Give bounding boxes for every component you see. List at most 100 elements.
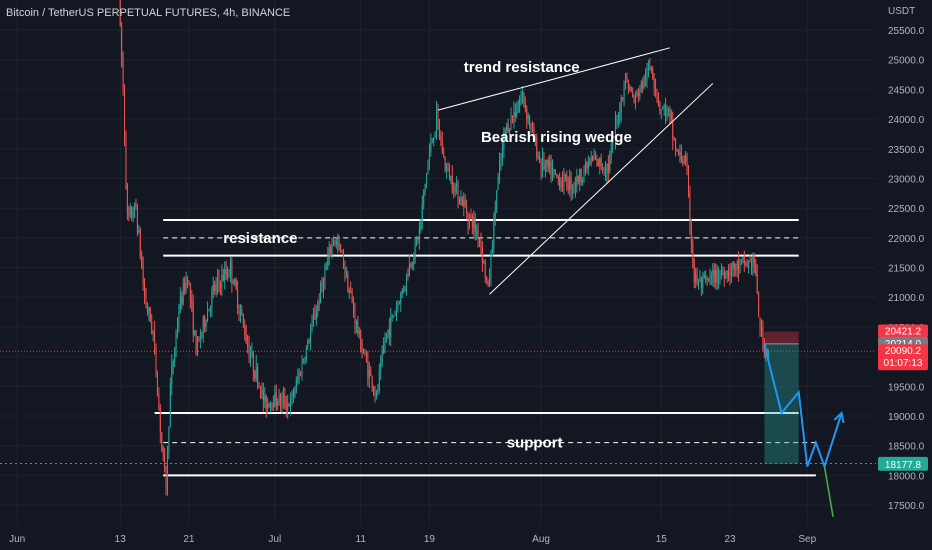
candle-body: [350, 290, 352, 294]
candle-body: [503, 134, 505, 149]
price-tick-label: 21500.0: [888, 264, 925, 275]
candle-body: [241, 311, 243, 315]
candle-body: [390, 316, 392, 337]
candle-body: [529, 115, 531, 126]
candle-body: [579, 168, 581, 182]
candle-body: [543, 156, 545, 169]
candle-body: [602, 167, 604, 169]
candle-body: [148, 307, 150, 312]
candle-body: [494, 210, 496, 218]
candle-body: [745, 263, 747, 266]
candle-body: [165, 467, 167, 491]
candle-body: [424, 183, 426, 193]
candle-body: [285, 405, 287, 410]
candle-body: [501, 148, 503, 161]
candle-body: [427, 160, 429, 175]
candle-body: [245, 335, 247, 344]
candle-body: [331, 242, 333, 253]
candle-body: [257, 366, 259, 386]
price-tick-label: 18500.0: [888, 442, 925, 453]
candle-body: [413, 258, 415, 263]
candle-body: [433, 137, 435, 143]
candle-body: [484, 262, 486, 277]
time-axis[interactable]: Jun 13 21 Jul 11 19 Aug 15 23 Sep: [0, 525, 932, 550]
candle-body: [199, 337, 201, 339]
candle-body: [739, 263, 741, 271]
candle-body: [723, 272, 725, 279]
candle-body: [705, 275, 707, 280]
candle-body: [547, 160, 549, 168]
chart-title: Bitcoin / TetherUS PERPETUAL FUTURES, 4h…: [6, 7, 291, 19]
candle-body: [610, 147, 612, 157]
candle-body: [358, 331, 360, 334]
candle-body: [733, 261, 735, 270]
candle-body: [302, 361, 304, 363]
candle-body: [567, 186, 569, 190]
candle-body: [716, 270, 718, 283]
candle-body: [444, 156, 446, 170]
candle-body: [134, 203, 136, 216]
candle-body: [461, 197, 463, 207]
candle-body: [217, 278, 219, 284]
candle-body: [338, 244, 340, 246]
candle-body: [215, 283, 217, 291]
candle-body: [536, 138, 538, 157]
candle-body: [159, 408, 161, 433]
candle-body: [156, 374, 158, 395]
candle-body: [516, 112, 518, 117]
candle-body: [738, 261, 740, 271]
candle-body: [142, 267, 144, 284]
candle-body: [679, 151, 681, 156]
candle-body: [729, 275, 731, 277]
candle-body: [546, 160, 548, 164]
trend-lines[interactable]: [437, 47, 714, 295]
candle-body: [520, 97, 522, 102]
candle-body: [521, 91, 523, 98]
price-labels: 20421.220214.020090.201:07:1318191.91817…: [878, 324, 928, 471]
candle-body: [231, 260, 233, 282]
candle-body: [247, 343, 249, 347]
candle-body: [600, 158, 602, 168]
candle-body: [224, 269, 226, 281]
candle-body: [592, 156, 594, 161]
price-label-value: 20090.2: [885, 346, 922, 357]
candle-body: [700, 278, 702, 288]
candle-body: [709, 276, 711, 281]
candle-body: [646, 69, 648, 81]
candle-body: [255, 366, 257, 379]
candle-body: [440, 136, 442, 142]
candle-body: [470, 214, 472, 217]
candle-body: [460, 197, 462, 203]
candle-body: [669, 107, 671, 113]
candle-body: [328, 247, 330, 259]
candle-body: [490, 253, 492, 279]
price-projection[interactable]: [763, 344, 845, 518]
candle-body: [271, 402, 273, 405]
candle-body: [580, 168, 582, 182]
price-tick-label: 24000.0: [888, 115, 925, 126]
candle-body: [577, 176, 579, 182]
price-tick-label: 17500.0: [888, 501, 925, 512]
annotation-label: support: [507, 435, 563, 452]
price-unit: USDT: [888, 6, 916, 17]
candle-body: [244, 324, 246, 336]
candle-body: [531, 123, 533, 129]
candle-body: [384, 339, 386, 347]
candle-body: [125, 137, 127, 185]
candle-body: [742, 257, 744, 260]
candle-body: [232, 281, 234, 285]
candle-body: [335, 241, 337, 244]
candle-body: [544, 163, 546, 169]
candle-body: [395, 308, 397, 314]
candle-body: [176, 324, 178, 334]
candle-body: [666, 109, 668, 117]
candle-body: [361, 350, 363, 352]
candle-body: [686, 155, 688, 174]
candle-body: [603, 168, 605, 170]
candle-body: [662, 107, 664, 110]
candle-body: [132, 215, 134, 218]
candle-body: [619, 113, 621, 120]
candle-body: [275, 392, 277, 406]
candle-body: [139, 230, 141, 256]
